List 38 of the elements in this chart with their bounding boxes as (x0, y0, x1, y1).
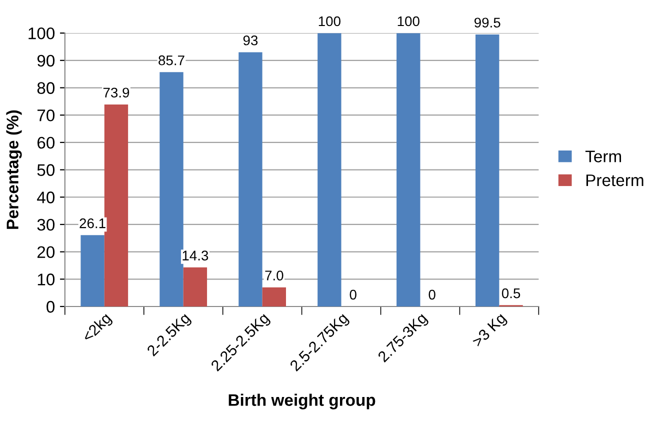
bar (396, 33, 420, 306)
data-label: 100 (318, 16, 340, 26)
bar (476, 34, 500, 306)
bar (104, 104, 128, 306)
y-tick-label: 0 (46, 300, 55, 313)
bar (160, 72, 184, 306)
y-tick-label: 60 (37, 136, 55, 149)
y-tick-label: 20 (37, 246, 55, 258)
y-tick-label: 100 (28, 27, 55, 40)
data-label: 100 (398, 16, 420, 26)
x-tick-label: >3 Kg (471, 312, 509, 350)
bar (262, 287, 286, 306)
x-axis-title: Birth weight group (228, 394, 376, 410)
y-tick-label: 50 (37, 164, 55, 176)
data-label: 85.7 (158, 55, 184, 66)
data-label: 0.5 (502, 288, 520, 298)
data-label: 0 (428, 290, 436, 300)
y-tick-label: 10 (38, 274, 55, 286)
data-label: 73.9 (103, 88, 130, 98)
data-label: 99.5 (474, 18, 500, 28)
y-tick-label: 30 (37, 218, 55, 231)
bar (238, 52, 262, 306)
data-label: 7.0 (265, 270, 284, 280)
bar (318, 33, 342, 306)
legend-label: Preterm (586, 174, 644, 186)
y-tick-label: 80 (37, 82, 55, 94)
data-label: 0 (350, 290, 356, 300)
y-tick-label: 70 (37, 110, 55, 122)
y-tick-label: 40 (37, 192, 55, 204)
bar (183, 267, 208, 306)
x-tick-label: <2kg (81, 312, 114, 345)
y-axis-title: Percentage (%) (6, 110, 22, 229)
data-label: 14.3 (182, 250, 208, 260)
legend-label: Term (585, 150, 622, 162)
bar (80, 235, 104, 306)
data-label: 26.1 (80, 218, 106, 228)
y-tick-label: 90 (37, 54, 55, 67)
data-label: 93 (243, 35, 258, 46)
